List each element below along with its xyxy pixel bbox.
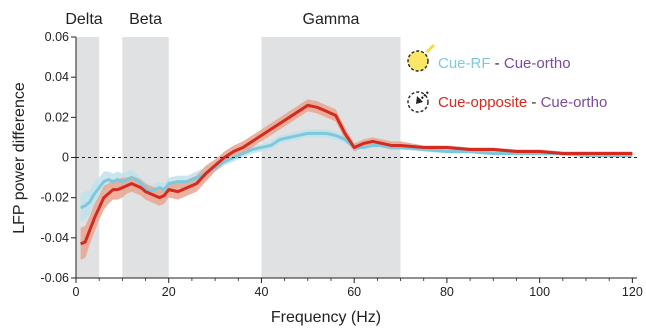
x-tick-label: 120 <box>622 285 643 299</box>
axes: 0 20 40 60 80 100 120 -0.06-0.04-0.0200.020.04… <box>41 30 643 299</box>
legend: Cue-RF - Cue-ortho Cue-opposite - Cue-or… <box>407 43 607 113</box>
x-tick-label: 80 <box>440 285 454 299</box>
band-label-beta: Beta <box>129 11 162 28</box>
y-axis-label: LFP power difference <box>11 82 28 234</box>
frequency-bands: Delta Beta Gamma <box>65 11 401 278</box>
series-layer <box>80 99 633 260</box>
x-ticks: 0 20 40 60 80 100 120 <box>73 278 643 299</box>
y-tick-label: 0 <box>62 151 69 165</box>
legend-part: Cue-opposite <box>438 94 527 111</box>
legend-part: Cue-ortho <box>504 55 571 72</box>
y-tick-label: 0.02 <box>45 110 69 124</box>
y-ticks: -0.06 -0.04 -0.02 0 0.02 0.04 0.06 <box>41 30 76 285</box>
x-tick-label: 40 <box>255 285 269 299</box>
x-tick-label: 0 <box>73 285 80 299</box>
legend-part: - <box>491 55 504 72</box>
y-tick-label: -0.04 <box>41 231 70 245</box>
x-tick-label: 60 <box>347 285 361 299</box>
legend-entry-cue-opposite: Cue-opposite - Cue-ortho <box>438 94 607 111</box>
x-tick-label: 100 <box>529 285 550 299</box>
attention-cue-opposite-icon <box>407 91 429 113</box>
legend-part: Cue-RF <box>438 55 491 72</box>
attention-cue-rf-icon <box>407 43 436 72</box>
y-tick-label: -0.06 <box>41 271 70 285</box>
band-label-delta: Delta <box>65 11 102 28</box>
legend-entry-cue-rf: Cue-RF - Cue-ortho <box>438 55 571 72</box>
y-tick-label: 0.06 <box>45 30 69 44</box>
y-tick-label: 0.04 <box>45 70 69 84</box>
series-cue_rf-line <box>80 131 633 210</box>
band-label-gamma: Gamma <box>303 11 360 28</box>
legend-part: - <box>527 94 540 111</box>
series-cue_opposite-line <box>80 103 633 246</box>
x-tick-label: 20 <box>162 285 176 299</box>
x-axis-label: Frequency (Hz) <box>271 309 381 326</box>
y-tick-label: -0.02 <box>41 191 70 205</box>
legend-part: Cue-ortho <box>541 94 608 111</box>
